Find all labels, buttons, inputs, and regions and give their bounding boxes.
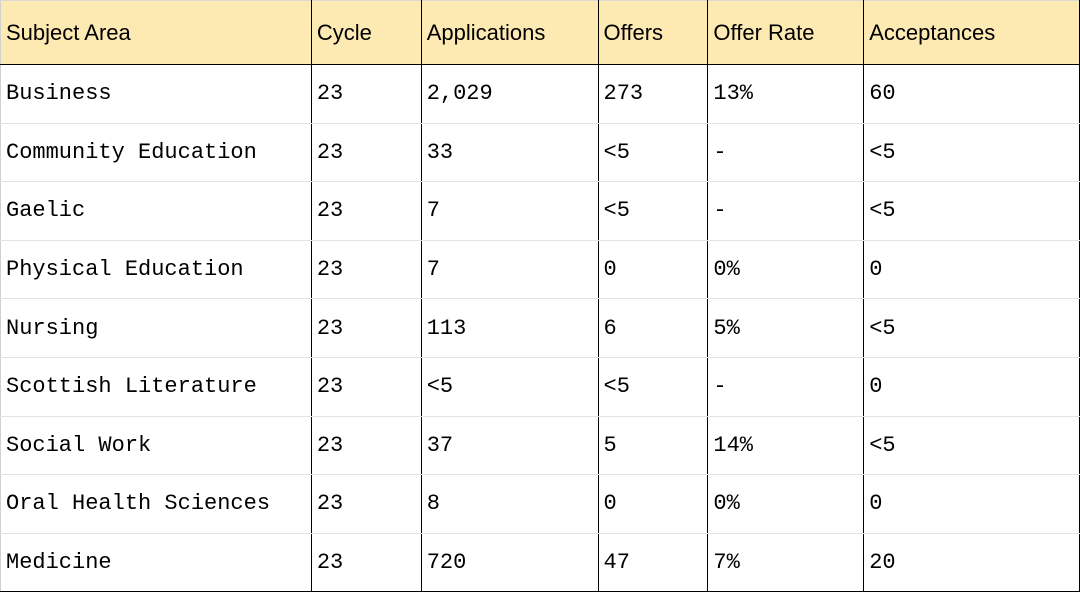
cell-applications[interactable]: 7 [420, 240, 599, 300]
cell-cycle[interactable]: 23 [310, 123, 422, 183]
table-row: Physical Education 23 7 0 0% 0 [0, 240, 1080, 300]
cell-applications[interactable]: 2,029 [420, 64, 599, 124]
cell-offer-rate[interactable]: 7% [707, 533, 865, 593]
cell-offer-rate[interactable]: 5% [707, 298, 865, 358]
header-subject-area[interactable]: Subject Area [0, 0, 312, 65]
cell-acceptances[interactable]: 20 [863, 533, 1080, 593]
cell-acceptances[interactable]: <5 [863, 181, 1080, 241]
cell-acceptances[interactable]: <5 [863, 298, 1080, 358]
cell-offer-rate[interactable]: 13% [707, 64, 865, 124]
table-row: Social Work 23 37 5 14% <5 [0, 416, 1080, 476]
cell-offers[interactable]: 273 [597, 64, 709, 124]
cell-subject-area[interactable]: Medicine [0, 533, 312, 593]
cell-subject-area[interactable]: Physical Education [0, 240, 312, 300]
table-row: Medicine 23 720 47 7% 20 [0, 533, 1080, 593]
cell-offers[interactable]: 6 [597, 298, 709, 358]
cell-acceptances[interactable]: 0 [863, 240, 1080, 300]
cell-subject-area[interactable]: Business [0, 64, 312, 124]
cell-subject-area[interactable]: Oral Health Sciences [0, 474, 312, 534]
table-row: Nursing 23 113 6 5% <5 [0, 298, 1080, 358]
cell-offer-rate[interactable]: - [707, 181, 865, 241]
cell-offers[interactable]: <5 [597, 181, 709, 241]
cell-offers[interactable]: 0 [597, 474, 709, 534]
cell-acceptances[interactable]: 60 [863, 64, 1080, 124]
cell-offer-rate[interactable]: - [707, 357, 865, 417]
cell-applications[interactable]: <5 [420, 357, 599, 417]
cell-applications[interactable]: 8 [420, 474, 599, 534]
header-acceptances[interactable]: Acceptances [863, 0, 1080, 65]
cell-acceptances[interactable]: 0 [863, 357, 1080, 417]
cell-cycle[interactable]: 23 [310, 64, 422, 124]
table-header: Subject Area Cycle Applications Offers O… [0, 0, 1080, 65]
header-offer-rate[interactable]: Offer Rate [707, 0, 865, 65]
cell-applications[interactable]: 7 [420, 181, 599, 241]
cell-cycle[interactable]: 23 [310, 357, 422, 417]
header-row: Subject Area Cycle Applications Offers O… [0, 0, 1080, 65]
cell-offer-rate[interactable]: 0% [707, 474, 865, 534]
cell-offers[interactable]: 0 [597, 240, 709, 300]
cell-acceptances[interactable]: <5 [863, 123, 1080, 183]
cell-acceptances[interactable]: <5 [863, 416, 1080, 476]
cell-subject-area[interactable]: Community Education [0, 123, 312, 183]
cell-applications[interactable]: 113 [420, 298, 599, 358]
table-row: Oral Health Sciences 23 8 0 0% 0 [0, 474, 1080, 534]
cell-acceptances[interactable]: 0 [863, 474, 1080, 534]
header-applications[interactable]: Applications [420, 0, 599, 65]
cell-subject-area[interactable]: Scottish Literature [0, 357, 312, 417]
cell-cycle[interactable]: 23 [310, 474, 422, 534]
cell-applications[interactable]: 720 [420, 533, 599, 593]
cell-offer-rate[interactable]: 0% [707, 240, 865, 300]
cell-offers[interactable]: 5 [597, 416, 709, 476]
cell-subject-area[interactable]: Gaelic [0, 181, 312, 241]
cell-subject-area[interactable]: Nursing [0, 298, 312, 358]
cell-cycle[interactable]: 23 [310, 298, 422, 358]
cell-applications[interactable]: 37 [420, 416, 599, 476]
header-offers[interactable]: Offers [597, 0, 709, 65]
table-row: Scottish Literature 23 <5 <5-0 [0, 357, 1080, 417]
table-body: Business 23 2,029 273 13% 60 Community Educati… [0, 64, 1080, 593]
cell-cycle[interactable]: 23 [310, 416, 422, 476]
cell-offers[interactable]: 47 [597, 533, 709, 593]
header-cycle[interactable]: Cycle [310, 0, 422, 65]
cell-offers[interactable]: <5 [597, 123, 709, 183]
cell-cycle[interactable]: 23 [310, 181, 422, 241]
cell-subject-area[interactable]: Social Work [0, 416, 312, 476]
cell-offer-rate[interactable]: 14% [707, 416, 865, 476]
cell-cycle[interactable]: 23 [310, 533, 422, 593]
cell-offers[interactable]: <5 [597, 357, 709, 417]
cell-offer-rate[interactable]: - [707, 123, 865, 183]
cell-applications[interactable]: 33 [420, 123, 599, 183]
table-row: Business 23 2,029 273 13% 60 [0, 64, 1080, 124]
table-row: Community Education 23 33 <5- <5 [0, 123, 1080, 183]
table-row: Gaelic 23 7 <5- <5 [0, 181, 1080, 241]
cell-cycle[interactable]: 23 [310, 240, 422, 300]
